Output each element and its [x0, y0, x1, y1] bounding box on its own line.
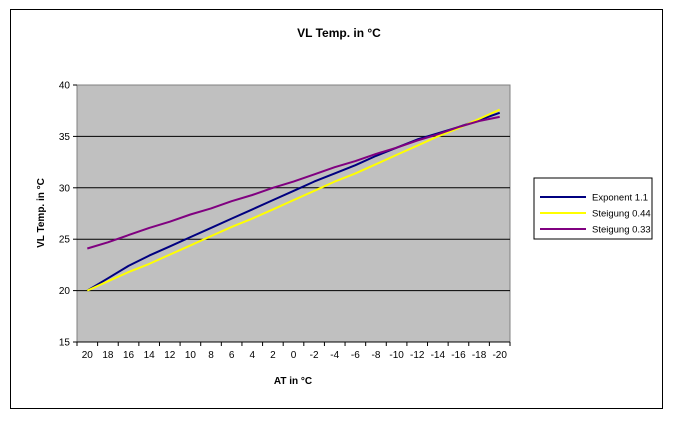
x-tick-label: -12 [410, 350, 425, 361]
y-tick-label: 35 [59, 132, 71, 143]
x-tick-label: 14 [144, 350, 156, 361]
legend: Exponent 1.1 Steigung 0.44 Steigung 0.33 [533, 177, 653, 240]
series-line-3 [87, 115, 500, 250]
x-tick-label: 2 [270, 350, 276, 361]
y-tick-label: 25 [59, 235, 71, 246]
y-tick-label: 20 [59, 286, 71, 297]
x-tick-label: -2 [310, 350, 319, 361]
plot-area [76, 84, 511, 343]
y-axis-ticks: 15 20 25 30 35 40 [59, 81, 77, 349]
chart-frame: VL Temp. in °C 15 20 25 30 35 40 20 18 16 14 12 10… [10, 9, 663, 409]
legend-label: Steigung 0.44 [592, 209, 651, 220]
y-tick-label: 30 [59, 183, 71, 194]
x-axis-title: AT in °C [274, 376, 312, 387]
y-tick-label: 15 [59, 338, 71, 349]
x-tick-label: -18 [472, 350, 487, 361]
x-tick-label: 20 [82, 350, 94, 361]
x-tick-label: 6 [229, 350, 235, 361]
x-tick-label: -4 [330, 350, 339, 361]
x-tick-label: 8 [208, 350, 214, 361]
x-tick-label: -6 [351, 350, 360, 361]
y-tick-label: 40 [59, 81, 71, 92]
x-tick-label: -16 [451, 350, 466, 361]
x-tick-label: 18 [102, 350, 114, 361]
legend-label: Steigung 0.33 [592, 225, 651, 236]
x-tick-label: -10 [389, 350, 404, 361]
x-tick-label: 16 [123, 350, 135, 361]
x-tick-label: 10 [185, 350, 197, 361]
x-axis-ticks: 20 18 16 14 12 10 8 6 4 2 0 -2 -4 -6 -8 -10 -12 -14 -16 -18… [76, 341, 511, 361]
x-tick-label: 4 [249, 350, 255, 361]
x-tick-label: 0 [291, 350, 297, 361]
x-tick-label: -8 [372, 350, 381, 361]
x-tick-label: 12 [164, 350, 176, 361]
y-axis-title: VL Temp. in °C [36, 178, 47, 248]
x-tick-label: -20 [492, 350, 507, 361]
chart-title: VL Temp. in °C [297, 26, 381, 40]
series-lines [86, 108, 501, 292]
series-line-2 [86, 108, 501, 292]
legend-label: Exponent 1.1 [592, 193, 648, 204]
x-tick-label: -14 [431, 350, 446, 361]
